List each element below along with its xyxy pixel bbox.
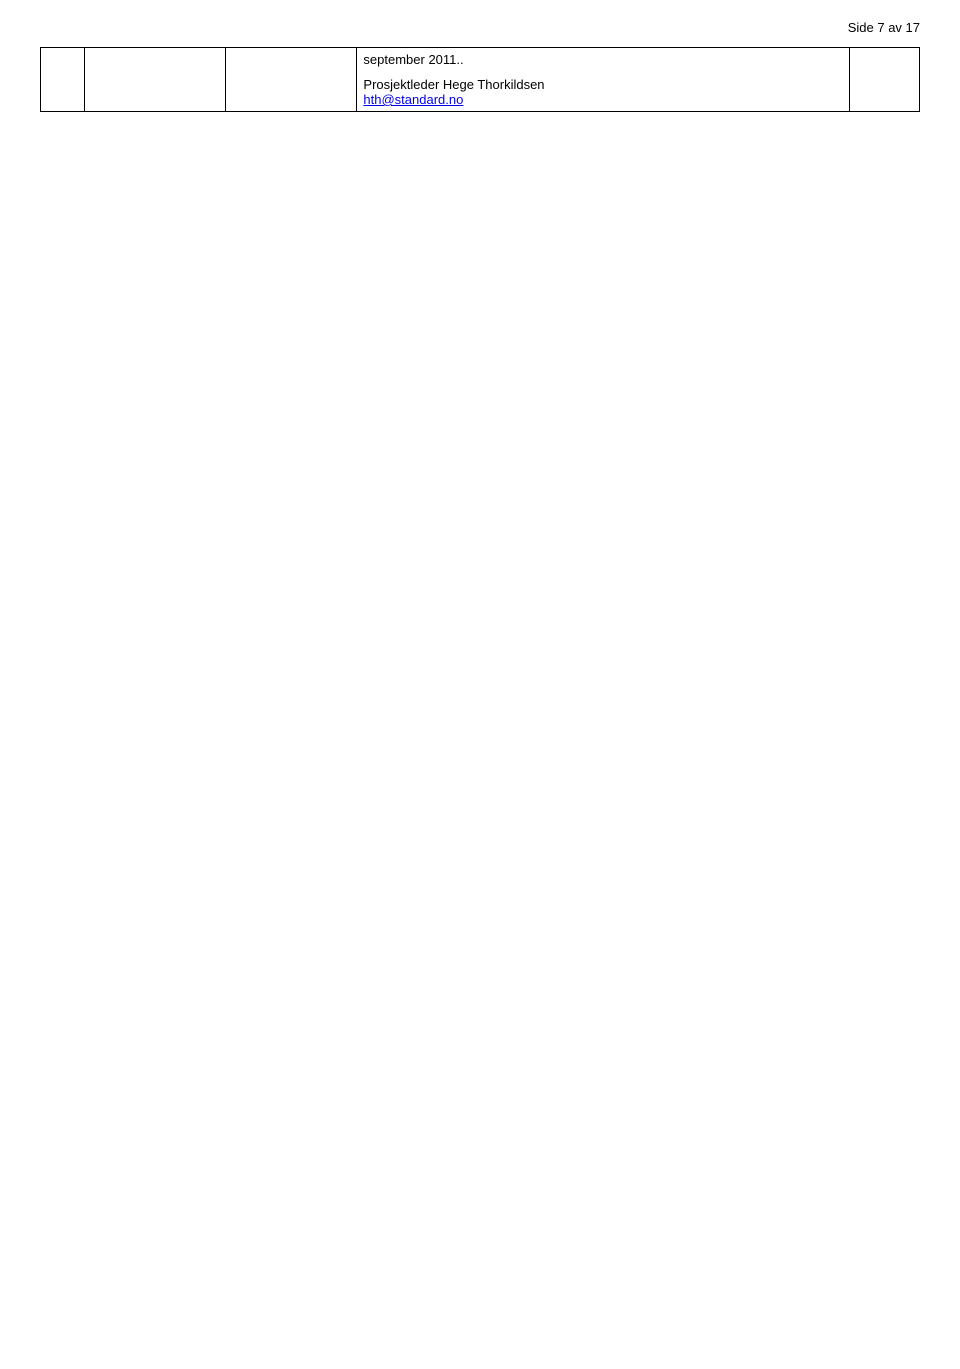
row-title	[84, 48, 225, 112]
text-span: Prosjektleder Hege Thorkildsen	[363, 77, 544, 92]
desc-block: Prosjektleder Hege Thorkildsen hth@stand…	[363, 77, 842, 107]
email-link[interactable]: hth@standard.no	[363, 92, 463, 107]
row-description: september 2011.. Prosjektleder Hege Thork…	[357, 48, 849, 112]
row-score	[849, 48, 919, 112]
page-number: Side 7 av 17	[40, 20, 920, 35]
row-committee	[225, 48, 357, 112]
table-row: september 2011.. Prosjektleder Hege Thork…	[41, 48, 920, 112]
desc-block: september 2011..	[363, 52, 842, 67]
row-id	[41, 48, 85, 112]
text-span: september 2011..	[363, 52, 463, 67]
standards-table: september 2011.. Prosjektleder Hege Thork…	[40, 47, 920, 112]
